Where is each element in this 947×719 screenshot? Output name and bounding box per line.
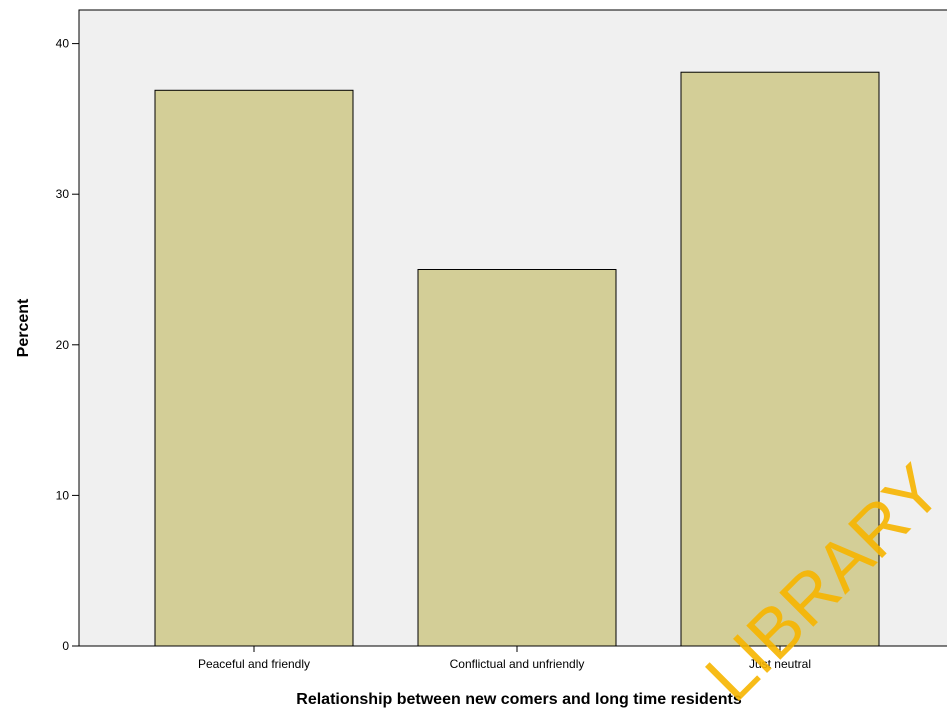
y-tick-label: 20 <box>56 338 70 352</box>
y-axis-title: Percent <box>15 298 32 357</box>
bar-3 <box>680 71 880 647</box>
y-tick-label: 30 <box>56 187 70 201</box>
y-tick-label: 10 <box>56 488 70 502</box>
bar-1 <box>154 89 354 647</box>
bars-group <box>154 71 880 647</box>
x-tick-label: Just neutral <box>749 657 811 671</box>
y-tick-label: 40 <box>56 37 70 51</box>
x-axis: Peaceful and friendly Conflictual and unf… <box>198 646 811 671</box>
x-tick-label: Conflictual and unfriendly <box>450 657 585 671</box>
x-tick-label: Peaceful and friendly <box>198 657 310 671</box>
y-tick-label: 0 <box>62 639 69 653</box>
y-axis: 0 10 20 30 40 <box>56 37 79 653</box>
bar-2 <box>417 269 617 647</box>
x-axis-title: Relationship between new comers and long… <box>296 691 742 708</box>
